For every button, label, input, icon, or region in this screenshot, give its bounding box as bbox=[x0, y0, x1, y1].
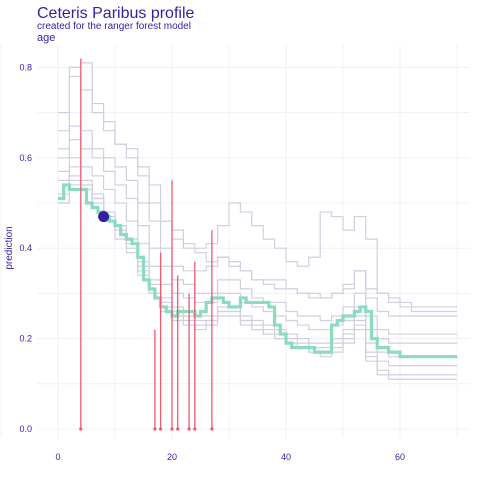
y-tick-label-2: 0.4 bbox=[19, 243, 32, 253]
y-tick-label-4: 0.8 bbox=[19, 62, 32, 72]
grid bbox=[0, 45, 470, 438]
observation-layer bbox=[98, 211, 110, 223]
rug-point-5 bbox=[187, 427, 191, 431]
rug-point-1 bbox=[153, 427, 157, 431]
x-axis-ticks: 0 20 40 60 bbox=[55, 452, 405, 462]
y-tick-label-1: 0.2 bbox=[19, 334, 32, 344]
y-tick-label-0: 0.0 bbox=[19, 424, 32, 434]
profile-line-3 bbox=[58, 139, 457, 335]
observation-point bbox=[98, 211, 110, 223]
x-tick-label-3: 60 bbox=[395, 452, 405, 462]
y-axis-ticks: 0.0 0.2 0.4 0.6 0.8 bbox=[19, 62, 32, 434]
main-profile-line bbox=[58, 183, 457, 359]
rug-point-2 bbox=[159, 427, 163, 431]
profile-line-4 bbox=[58, 157, 457, 344]
profile-line-7 bbox=[58, 179, 457, 376]
profile-line-6 bbox=[58, 175, 457, 367]
y-axis-label: prediction bbox=[4, 226, 15, 269]
x-tick-label-0: 0 bbox=[55, 452, 60, 462]
rug-point-4 bbox=[176, 427, 180, 431]
profile-lines bbox=[58, 62, 457, 380]
chart-subtitle: created for the ranger forest model bbox=[37, 21, 191, 32]
facet-label: age bbox=[37, 32, 56, 44]
profile-line-8 bbox=[58, 184, 457, 380]
rug-lines bbox=[79, 58, 214, 431]
rug-point-3 bbox=[170, 427, 174, 431]
x-tick-label-2: 40 bbox=[281, 452, 291, 462]
rug-point-6 bbox=[193, 427, 197, 431]
profile-line-1 bbox=[58, 75, 457, 313]
profile-line-5 bbox=[58, 166, 457, 358]
rug-point-0 bbox=[79, 427, 83, 431]
rug-point-7 bbox=[210, 427, 214, 431]
chart-title: Ceteris Paribus profile bbox=[37, 5, 195, 22]
x-tick-label-1: 20 bbox=[167, 452, 177, 462]
profile-line-2 bbox=[58, 125, 457, 317]
y-tick-label-3: 0.6 bbox=[19, 153, 32, 163]
